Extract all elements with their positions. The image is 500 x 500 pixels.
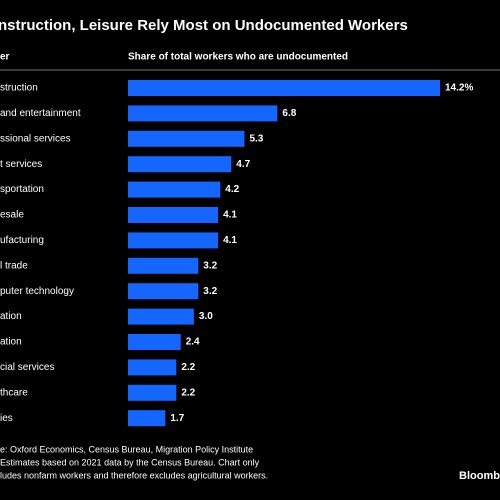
bar [128, 308, 194, 325]
note: Estimates based on 2021 data by the Cens… [0, 457, 260, 467]
bar [128, 105, 278, 122]
bar [128, 410, 166, 427]
bar [128, 359, 177, 376]
value-label: 3.2 [203, 260, 217, 271]
category-label: esale [0, 210, 24, 221]
note: ludes nonfarm workers and therefore excl… [0, 470, 268, 480]
value-label: 3.0 [199, 311, 213, 322]
category-label: ation [0, 337, 22, 348]
value-label: 5.3 [249, 133, 263, 144]
value-label: 1.7 [170, 413, 184, 424]
category-label: ssional services [0, 133, 71, 144]
category-label: l trade [0, 260, 28, 271]
value-header: Share of total workers who are undocumen… [128, 52, 348, 63]
bar [128, 384, 177, 401]
category-label: ies [0, 413, 13, 424]
category-label: thcare [0, 387, 28, 398]
bar [128, 130, 245, 147]
bar [128, 334, 181, 350]
category-label: t services [0, 159, 42, 170]
category-label: sportation [0, 184, 44, 195]
bar [128, 156, 232, 173]
category-label: and entertainment [0, 108, 81, 119]
bar [128, 207, 219, 223]
bar [128, 80, 440, 96]
value-label: 14.2% [445, 83, 473, 94]
value-label: 2.2 [181, 387, 195, 398]
category-header: er [0, 52, 10, 63]
category-label: struction [0, 83, 38, 94]
value-label: 2.2 [181, 362, 195, 373]
bar [128, 181, 221, 198]
category-label: ation [0, 311, 22, 322]
category-label: ufacturing [0, 235, 44, 246]
value-label: 6.8 [282, 108, 296, 119]
value-label: 4.1 [223, 210, 237, 221]
note: e: Oxford Economics, Census Bureau, Migr… [0, 444, 253, 454]
value-label: 4.1 [223, 235, 237, 246]
value-label: 3.2 [203, 286, 217, 297]
brand: Bloomb [459, 470, 500, 482]
category-label: puter technology [0, 286, 74, 297]
bar [128, 257, 199, 274]
value-label: 2.4 [186, 337, 200, 348]
value-label: 4.2 [225, 184, 239, 195]
chart-title: nstruction, Leisure Rely Most on Undocum… [0, 17, 408, 34]
bar [128, 283, 199, 300]
category-label: cial services [0, 362, 54, 373]
bar [128, 232, 219, 249]
value-label: 4.7 [236, 159, 250, 170]
